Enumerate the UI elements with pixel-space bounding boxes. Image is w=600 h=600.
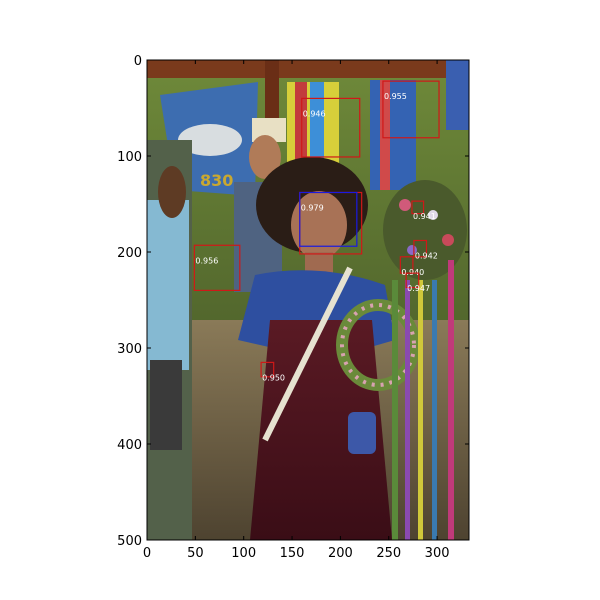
- detection-score-9: 0.950: [262, 373, 285, 382]
- axis-ticks: 0 50 100 150 200 250 300 0 100 200 300 400 500: [117, 54, 469, 561]
- svg-text:830: 830: [200, 171, 233, 190]
- y-tick-label-4: 400: [117, 438, 142, 453]
- detection-box-4: [193, 244, 241, 291]
- detection-box-8: [405, 272, 420, 289]
- y-tick-label-0: 0: [134, 54, 142, 69]
- y-tick-label-5: 500: [117, 534, 142, 549]
- x-tick-label-6: 300: [425, 546, 450, 561]
- x-tick-label-3: 150: [280, 546, 305, 561]
- detection-score-1: 0.946: [303, 109, 326, 118]
- detection-score-4: 0.956: [195, 256, 218, 265]
- y-tick-label-2: 200: [117, 246, 142, 261]
- face: [291, 191, 347, 259]
- detection-box-0: [382, 80, 440, 139]
- photo: 830: [147, 60, 469, 540]
- detection-box-1: [301, 97, 361, 158]
- detection-box-5: [411, 200, 425, 215]
- x-tick-label-4: 200: [328, 546, 353, 561]
- detection-box-6: [413, 239, 428, 258]
- x-tick-label-5: 250: [376, 546, 401, 561]
- detection-score-7: 0.940: [401, 268, 424, 277]
- detection-box-9: [260, 361, 275, 378]
- detection-score-8: 0.947: [407, 284, 430, 293]
- detection-score-0: 0.955: [384, 92, 407, 101]
- y-tick-label-3: 300: [117, 342, 142, 357]
- detection-score-6: 0.942: [415, 251, 438, 260]
- detection-score-5: 0.941: [413, 212, 436, 221]
- axes-frame: [146, 59, 470, 541]
- x-tick-label-1: 50: [187, 546, 204, 561]
- detections-layer: 0.955 0.946 0.979 0.956 0.941 0.942 0.940 0.947…: [193, 80, 440, 382]
- detection-box-3: [299, 191, 358, 247]
- detection-score-2: 0.979: [301, 203, 324, 212]
- x-tick-label-2: 100: [231, 546, 256, 561]
- x-tick-label-0: 0: [143, 546, 151, 561]
- y-tick-label-1: 100: [117, 150, 142, 165]
